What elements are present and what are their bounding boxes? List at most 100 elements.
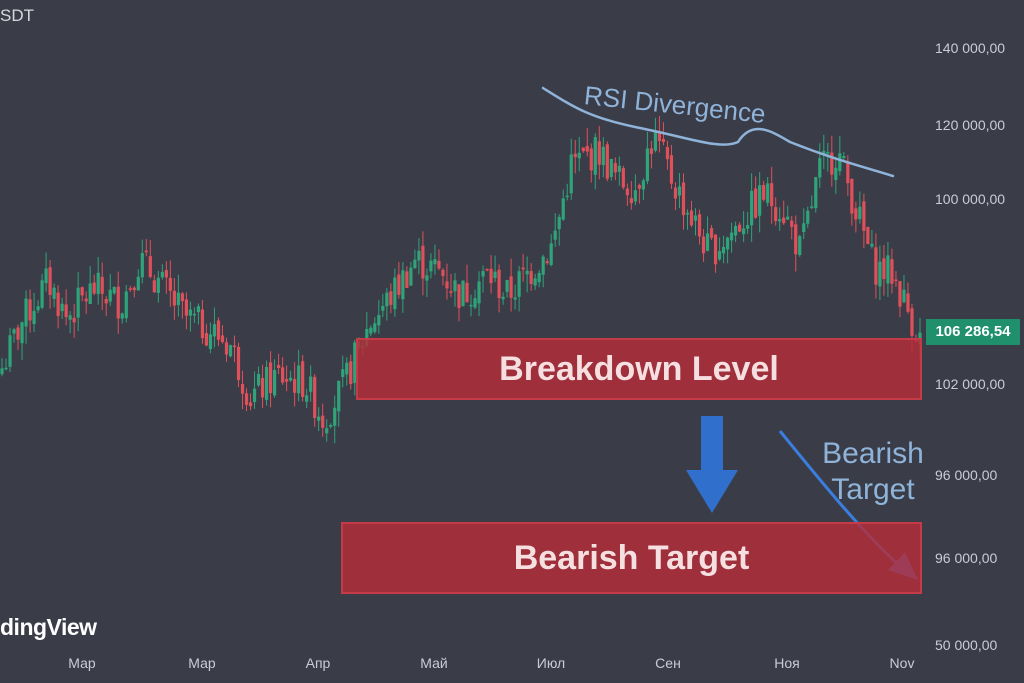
candle-body [128, 288, 132, 290]
candle-body [172, 290, 176, 306]
candle-body [365, 329, 369, 346]
candle-body [693, 215, 698, 221]
candle-body [120, 313, 124, 319]
bearish-target-zone: Bearish Target [341, 522, 922, 594]
candle-body [738, 224, 742, 232]
x-tick-label: Апр [306, 655, 331, 671]
candle-body [80, 287, 84, 296]
candle-body [88, 283, 92, 304]
candle-body [549, 243, 553, 265]
candle-body [790, 220, 794, 227]
candle-body [44, 268, 48, 284]
candle-body [48, 267, 52, 295]
candle-body [349, 361, 353, 385]
candle-body [709, 228, 714, 238]
candle-body [597, 141, 601, 165]
candle-body [309, 376, 313, 392]
breakdown-level-label: Breakdown Level [499, 350, 779, 388]
candle-body [577, 152, 581, 159]
candle-body [385, 292, 389, 307]
candle-body [721, 246, 726, 254]
candle-body [313, 376, 317, 418]
candle-body [481, 271, 485, 277]
candle-body [605, 144, 609, 179]
candle-body [321, 415, 325, 428]
candle-body [84, 298, 88, 302]
candle-body [445, 281, 449, 289]
candle-body [409, 267, 413, 286]
candle-body [272, 369, 277, 396]
candle-body [517, 271, 521, 297]
candle-body [838, 153, 842, 172]
rsi-divergence-line [541, 86, 895, 178]
x-tick-label: Мар [68, 655, 96, 671]
candle-body [806, 210, 810, 224]
y-tick-label: 102 000,00 [935, 376, 1005, 392]
candle-body [104, 298, 108, 304]
candle-body [76, 287, 80, 318]
candle-body [92, 282, 96, 294]
candle-body [72, 317, 76, 323]
candle-body [260, 377, 265, 398]
candle-body [441, 269, 445, 277]
candle-body [561, 198, 565, 220]
candle-body [770, 183, 774, 207]
candle-body [774, 207, 778, 222]
candle-body [882, 258, 886, 280]
candle-body [437, 260, 441, 269]
candle-body [553, 230, 557, 240]
candle-body [425, 275, 429, 281]
candle-body [353, 342, 357, 383]
candle-body [136, 276, 140, 291]
candle-body [469, 304, 473, 307]
candle-body [565, 195, 569, 198]
candle-body [96, 272, 100, 295]
candle-body [589, 148, 593, 171]
candle-body [16, 327, 20, 340]
candle-body [389, 291, 393, 305]
candle-body [733, 225, 738, 236]
candle-body [12, 329, 16, 334]
x-tick-label: Сен [655, 655, 681, 671]
candle-body [449, 291, 453, 293]
candle-body [285, 379, 289, 382]
candle-body [645, 148, 650, 182]
candle-body [725, 237, 730, 250]
candle-body [148, 256, 152, 277]
candle-body [521, 267, 525, 270]
candle-body [754, 188, 758, 218]
candle-body [429, 260, 433, 272]
annotation-line: Bearish [822, 437, 924, 470]
candle-body [501, 296, 505, 300]
candle-body [898, 281, 902, 307]
candle-body [293, 379, 297, 393]
candle-body [609, 158, 613, 177]
candle-body [854, 208, 858, 220]
x-axis: Мар Мар Апр Май Июл Сен Ноя Nov [68, 655, 914, 671]
candle-body [513, 297, 517, 300]
candle-body [701, 236, 706, 254]
candle-body [212, 324, 217, 337]
candle-body [28, 299, 32, 321]
candle-body [581, 147, 585, 152]
down-arrow-icon [686, 416, 738, 513]
candle-body [457, 284, 461, 308]
candle-body [192, 313, 197, 316]
candle-body [778, 219, 782, 222]
candle-body [68, 315, 72, 320]
candle-body [228, 345, 233, 357]
candle-body [669, 155, 674, 184]
candle-body [545, 261, 549, 264]
y-axis: 140 000,00 120 000,00 100 000,00 102 000… [935, 40, 1005, 653]
candle-body [132, 287, 136, 291]
symbol-label: SDT [0, 6, 34, 25]
candle-body [874, 247, 878, 285]
x-tick-label: Nov [890, 655, 915, 671]
candle-body [453, 280, 457, 292]
candle-body [798, 236, 802, 255]
candle-body [108, 289, 112, 302]
candle-body [208, 334, 213, 350]
candle-body [573, 153, 577, 158]
candle-body [617, 165, 621, 172]
